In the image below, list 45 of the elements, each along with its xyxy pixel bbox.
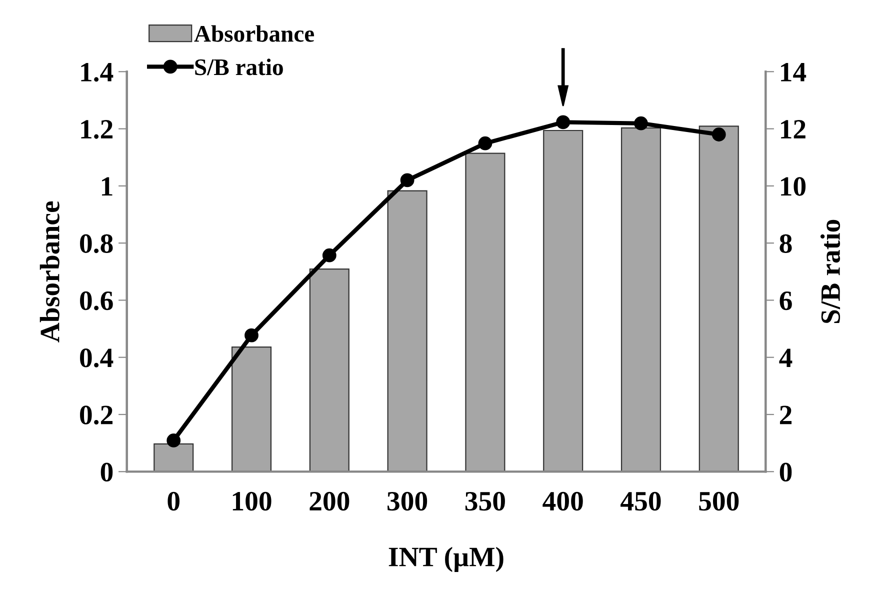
point <box>322 248 336 262</box>
y2-tick-label: 2 <box>780 406 792 424</box>
y2-tick-label: 8 <box>780 234 792 253</box>
x-tick-label: 0 <box>168 492 180 511</box>
y-tick-label: 1 <box>102 177 112 196</box>
x-tick-label: 200 <box>310 492 350 511</box>
bar <box>387 190 428 472</box>
y-tick-label: 0.8 <box>80 234 113 254</box>
point <box>556 115 570 130</box>
x-tick-label: 450 <box>620 492 661 511</box>
y2-axis-title: S/B ratio <box>820 220 840 324</box>
legend-label: Absorbance <box>194 25 314 42</box>
y-tick-label: 0 <box>100 462 113 482</box>
y-tick-label: 0.4 <box>80 348 114 368</box>
y2-tick-label: 0 <box>780 462 792 482</box>
x-tick-label: 300 <box>388 492 428 511</box>
x-axis-title: INT (µM) <box>388 546 504 572</box>
x-tick-label: 400 <box>542 492 583 511</box>
y-tick-label: 1.2 <box>81 120 112 139</box>
bar <box>231 346 272 472</box>
y2-tick-label: 14 <box>781 62 806 82</box>
y2-tick-label: 12 <box>781 120 806 138</box>
y-tick-label: 0.2 <box>80 406 112 425</box>
y2-tick-label: 10 <box>781 177 806 196</box>
y2-tick-label: 6 <box>780 291 792 310</box>
bar <box>154 443 194 472</box>
point <box>634 116 648 130</box>
bar <box>620 127 662 472</box>
point <box>166 434 181 448</box>
x-tick-label: 100 <box>232 492 272 511</box>
point <box>244 328 258 342</box>
bar <box>543 130 584 472</box>
point <box>478 136 492 150</box>
x-tick-label: 500 <box>699 492 739 511</box>
legend-label: S/B ratio <box>195 58 283 76</box>
x-tick-label: 350 <box>465 492 505 511</box>
bar <box>309 268 350 472</box>
point <box>400 173 414 188</box>
y-tick-label: 0.6 <box>80 291 113 310</box>
y-tick-label: 1.4 <box>81 62 114 82</box>
point <box>712 128 726 142</box>
bar <box>465 152 506 472</box>
bar <box>698 126 739 472</box>
y-axis-title: Absorbance <box>40 201 60 342</box>
y2-tick-label: 4 <box>779 348 792 367</box>
